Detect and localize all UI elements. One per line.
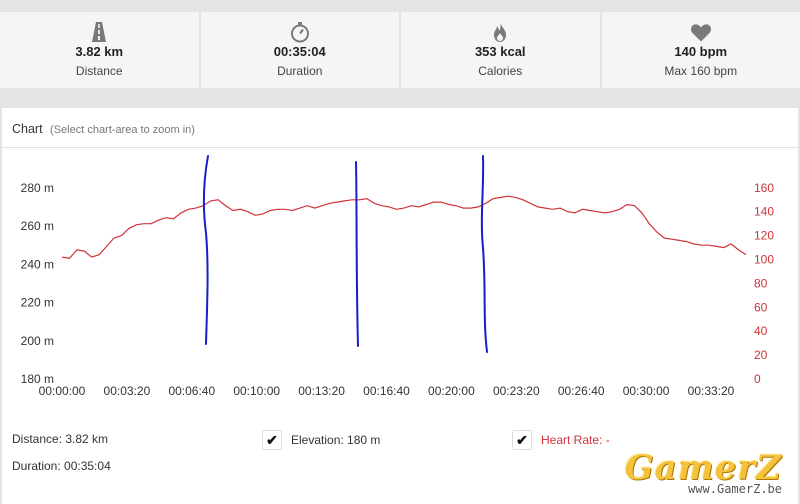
stopwatch-icon [290,22,309,43]
heart-rate-series-line [61,195,747,259]
stat-calories: 353 kcal Calories [401,12,600,88]
x-tick-label: 00:13:20 [298,384,345,398]
x-tick-label: 00:00:00 [39,384,86,398]
elevation-checkbox[interactable]: ✔ [262,430,282,450]
heart-rate-toggle-label: Heart Rate: - [541,433,610,447]
y-left-tick-label: 260 m [21,219,54,233]
chart-zoom-hint: (Select chart-area to zoom in) [50,124,195,136]
x-tick-label: 00:16:40 [363,384,410,398]
chart-panel: Chart (Select chart-area to zoom in) 180… [2,108,798,504]
footer-distance: Distance: 3.82 km [12,432,109,446]
y-right-tick-label: 80 [754,276,768,290]
y-right-tick-label: 140 [754,205,774,219]
y-left-tick-label: 200 m [21,334,54,348]
heart-icon [690,24,711,42]
annotation-marker [202,155,209,345]
heart-rate-checkbox[interactable]: ✔ [512,430,532,450]
watermark-logo: GamerZ www.GamerZ.be [624,448,782,496]
watermark-title: GamerZ [624,448,782,488]
y-left-tick-label: 240 m [21,257,54,271]
y-right-tick-label: 100 [754,253,774,267]
y-right-tick-label: 40 [754,324,768,338]
y-right-tick-label: 0 [754,372,761,386]
chart-panel-title: Chart [12,122,43,136]
annotation-marker [480,155,488,353]
calories-label: Calories [478,64,523,78]
x-tick-label: 00:10:00 [233,384,280,398]
y-right-tick-label: 120 [754,229,774,243]
footer-duration: Duration: 00:35:04 [12,459,111,473]
distance-label: Distance [75,64,123,78]
x-tick-label: 00:06:40 [168,384,215,398]
road-icon [92,22,107,42]
stat-duration: 00:35:04 Duration [200,12,399,88]
x-tick-label: 00:26:40 [558,384,605,398]
stats-bar: 3.82 km Distance 00:35:04 Duration 353 k… [0,12,800,88]
y-right-tick-label: 160 [754,181,774,195]
annotation-marker [355,161,359,347]
y-right-tick-label: 60 [754,300,768,314]
y-left-tick-label: 180 m [21,372,54,386]
y-left-tick-label: 280 m [21,181,54,195]
x-tick-label: 00:20:00 [428,384,475,398]
watermark-url: www.GamerZ.be [688,482,782,496]
duration-label: Duration [277,64,323,78]
x-tick-label: 00:33:20 [688,384,735,398]
distance-value: 3.82 km [75,44,124,59]
chart-area[interactable]: 180 m 200 m 220 m 240 m 260 m 280 m 0 20 40 60 80 1… [2,108,798,504]
y-right-tick-label: 20 [754,348,768,362]
flame-icon [494,22,507,42]
x-tick-label: 00:30:00 [623,384,670,398]
chart-panel-header: Chart (Select chart-area to zoom in) [2,108,798,148]
x-tick-label: 00:03:20 [104,384,151,398]
duration-value: 00:35:04 [273,44,326,59]
calories-value: 353 kcal [474,44,526,59]
heart-rate-value: 140 bpm [674,44,728,59]
heart-rate-label: Max 160 bpm [664,64,738,78]
y-left-tick-label: 220 m [21,296,54,310]
x-tick-label: 00:23:20 [493,384,540,398]
elevation-toggle-label: Elevation: 180 m [291,433,381,447]
stat-heart-rate: 140 bpm Max 160 bpm [601,12,800,88]
stat-distance: 3.82 km Distance [0,12,199,88]
